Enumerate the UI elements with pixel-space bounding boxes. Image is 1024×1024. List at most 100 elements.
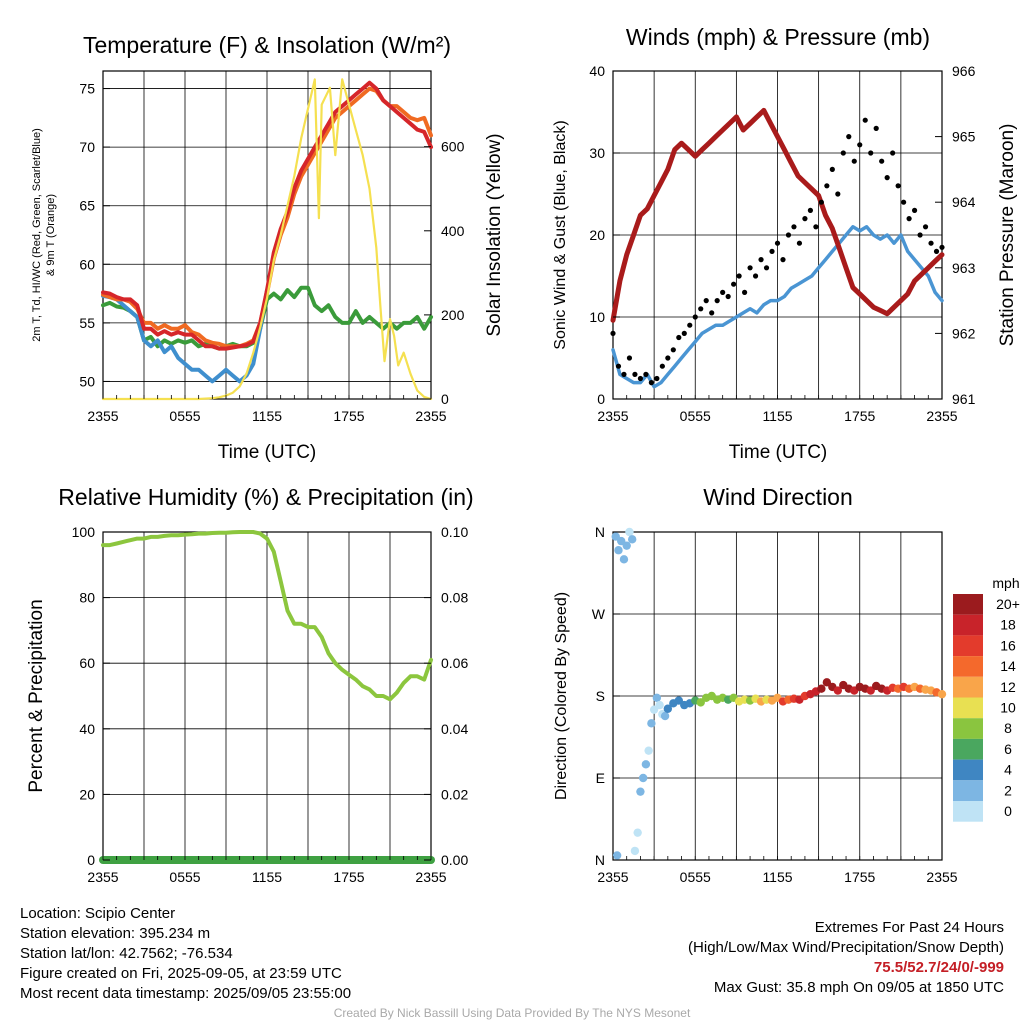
y2-tick-label: 600 [441,139,465,155]
temperature-title: Temperature (F) & Insolation (W/m²) [83,32,451,58]
temperature-ylabel-line2: & 9m T (Orange) [45,194,57,276]
y-tick-label: S [596,688,605,704]
direction-point [660,711,670,721]
direction-point [614,546,623,555]
x-tick-label: 2355 [415,408,446,424]
gust-point [791,224,797,230]
x-tick-label: 0555 [680,408,711,424]
gust-point [692,314,698,320]
gust-point [824,183,830,189]
y-tick-label: 0 [597,391,605,407]
station-info: Location: Scipio Center Station elevatio… [20,904,351,1004]
legend-label: 10 [1000,700,1016,716]
legend-label: 16 [1000,637,1016,653]
gust-point [917,232,923,238]
gust-point [846,134,852,140]
x-tick-label: 0555 [680,869,711,885]
gust-point [796,240,803,246]
legend-swatch [953,676,983,698]
y-tick-label: 75 [79,81,95,97]
direction-point [612,851,622,860]
y-tick-label: 20 [79,786,95,802]
gust-point [648,380,654,386]
y2-tick-label: 0.04 [441,721,468,737]
y-tick-label: 0 [87,852,95,868]
x-tick-label: 1155 [762,408,792,424]
series-line [101,530,433,702]
legend-swatch [953,801,983,822]
x-tick-label: 2355 [87,869,118,885]
humidity-panel: Relative Humidity (%) & Precipitation (i… [26,484,474,885]
legend-swatch [953,738,983,760]
legend-label: 4 [1004,762,1012,778]
direction-point [937,689,947,699]
gust-point [709,310,715,316]
gust-point [670,347,676,353]
temperature-axes: 2355 0555 1155 1755 2355 50 55 60 65 70 75 0 200 400 6… [79,81,464,424]
y2-tick-label: 400 [441,223,465,239]
x-tick-label: 2355 [926,869,957,885]
gust-point [610,330,616,336]
y-tick-label: 70 [79,139,95,155]
wind-direction-ylabel: Direction (Colored By Speed) [553,592,570,800]
gust-point [901,199,907,205]
gust-point [906,216,912,222]
direction-point [644,746,653,755]
y-tick-label: 60 [79,256,95,272]
x-tick-label: 2355 [415,869,446,885]
winds-grid [613,70,942,400]
y2-tick-label: 0.00 [441,852,468,868]
x-tick-label: 2355 [597,408,628,424]
x-tick-label: 0555 [169,869,200,885]
gust-point [637,375,644,382]
direction-point [627,535,637,544]
winds-ylabel: Sonic Wind & Gust (Blue, Black) [552,120,569,349]
y-tick-label: 30 [589,145,605,161]
gust-point [774,240,781,246]
gust-point [873,125,879,131]
legend-swatch [953,656,983,677]
gust-point [780,257,786,263]
x-tick-label: 1755 [333,869,364,885]
extremes-subheading: (High/Low/Max Wind/Precipitation/Snow De… [688,939,1004,956]
x-tick-label: 2355 [597,869,628,885]
gust-point [851,158,857,164]
y-tick-label: 40 [589,63,605,79]
gust-point [643,371,649,377]
y2-tick-label: 964 [952,194,976,210]
gust-point [720,289,726,295]
direction-point [641,760,651,769]
direction-point [655,700,664,710]
y2-tick-label: 200 [441,307,465,323]
gust-point [813,224,819,230]
legend-label: 14 [1000,658,1016,674]
legend-swatch [953,594,983,615]
y2-tick-label: 0.06 [441,655,468,671]
y2-tick-label: 966 [952,63,976,79]
gust-point [829,166,835,172]
direction-point [633,828,642,837]
gust-point [884,175,890,181]
humidity-axes: 2355 0555 1155 1755 23550204060801000.000.02… [72,524,469,885]
legend-swatch [953,759,983,781]
direction-point [652,693,662,703]
x-tick-label: 1755 [844,408,875,424]
y2-tick-label: 0.02 [441,786,468,802]
figure-created: Figure created on Fri, 2025-09-05, at 23… [20,965,342,982]
gust-point [895,183,901,189]
gust-point [703,298,709,304]
y2-tick-label: 962 [952,325,976,341]
x-tick-label: 2355 [926,408,957,424]
y2-tick-label: 0.08 [441,590,468,606]
legend-label: 12 [1000,679,1016,695]
y-tick-label: 10 [589,309,605,325]
temperature-panel: Temperature (F) & Insolation (W/m²) 2355… [31,32,505,463]
temperature-series [101,78,433,401]
series-line [611,225,944,389]
direction-point [619,555,629,564]
y-tick-label: 55 [79,315,95,331]
gust-point [621,371,627,377]
y-tick-label: N [595,524,605,540]
gust-point [654,375,660,382]
gust-point [725,293,731,300]
